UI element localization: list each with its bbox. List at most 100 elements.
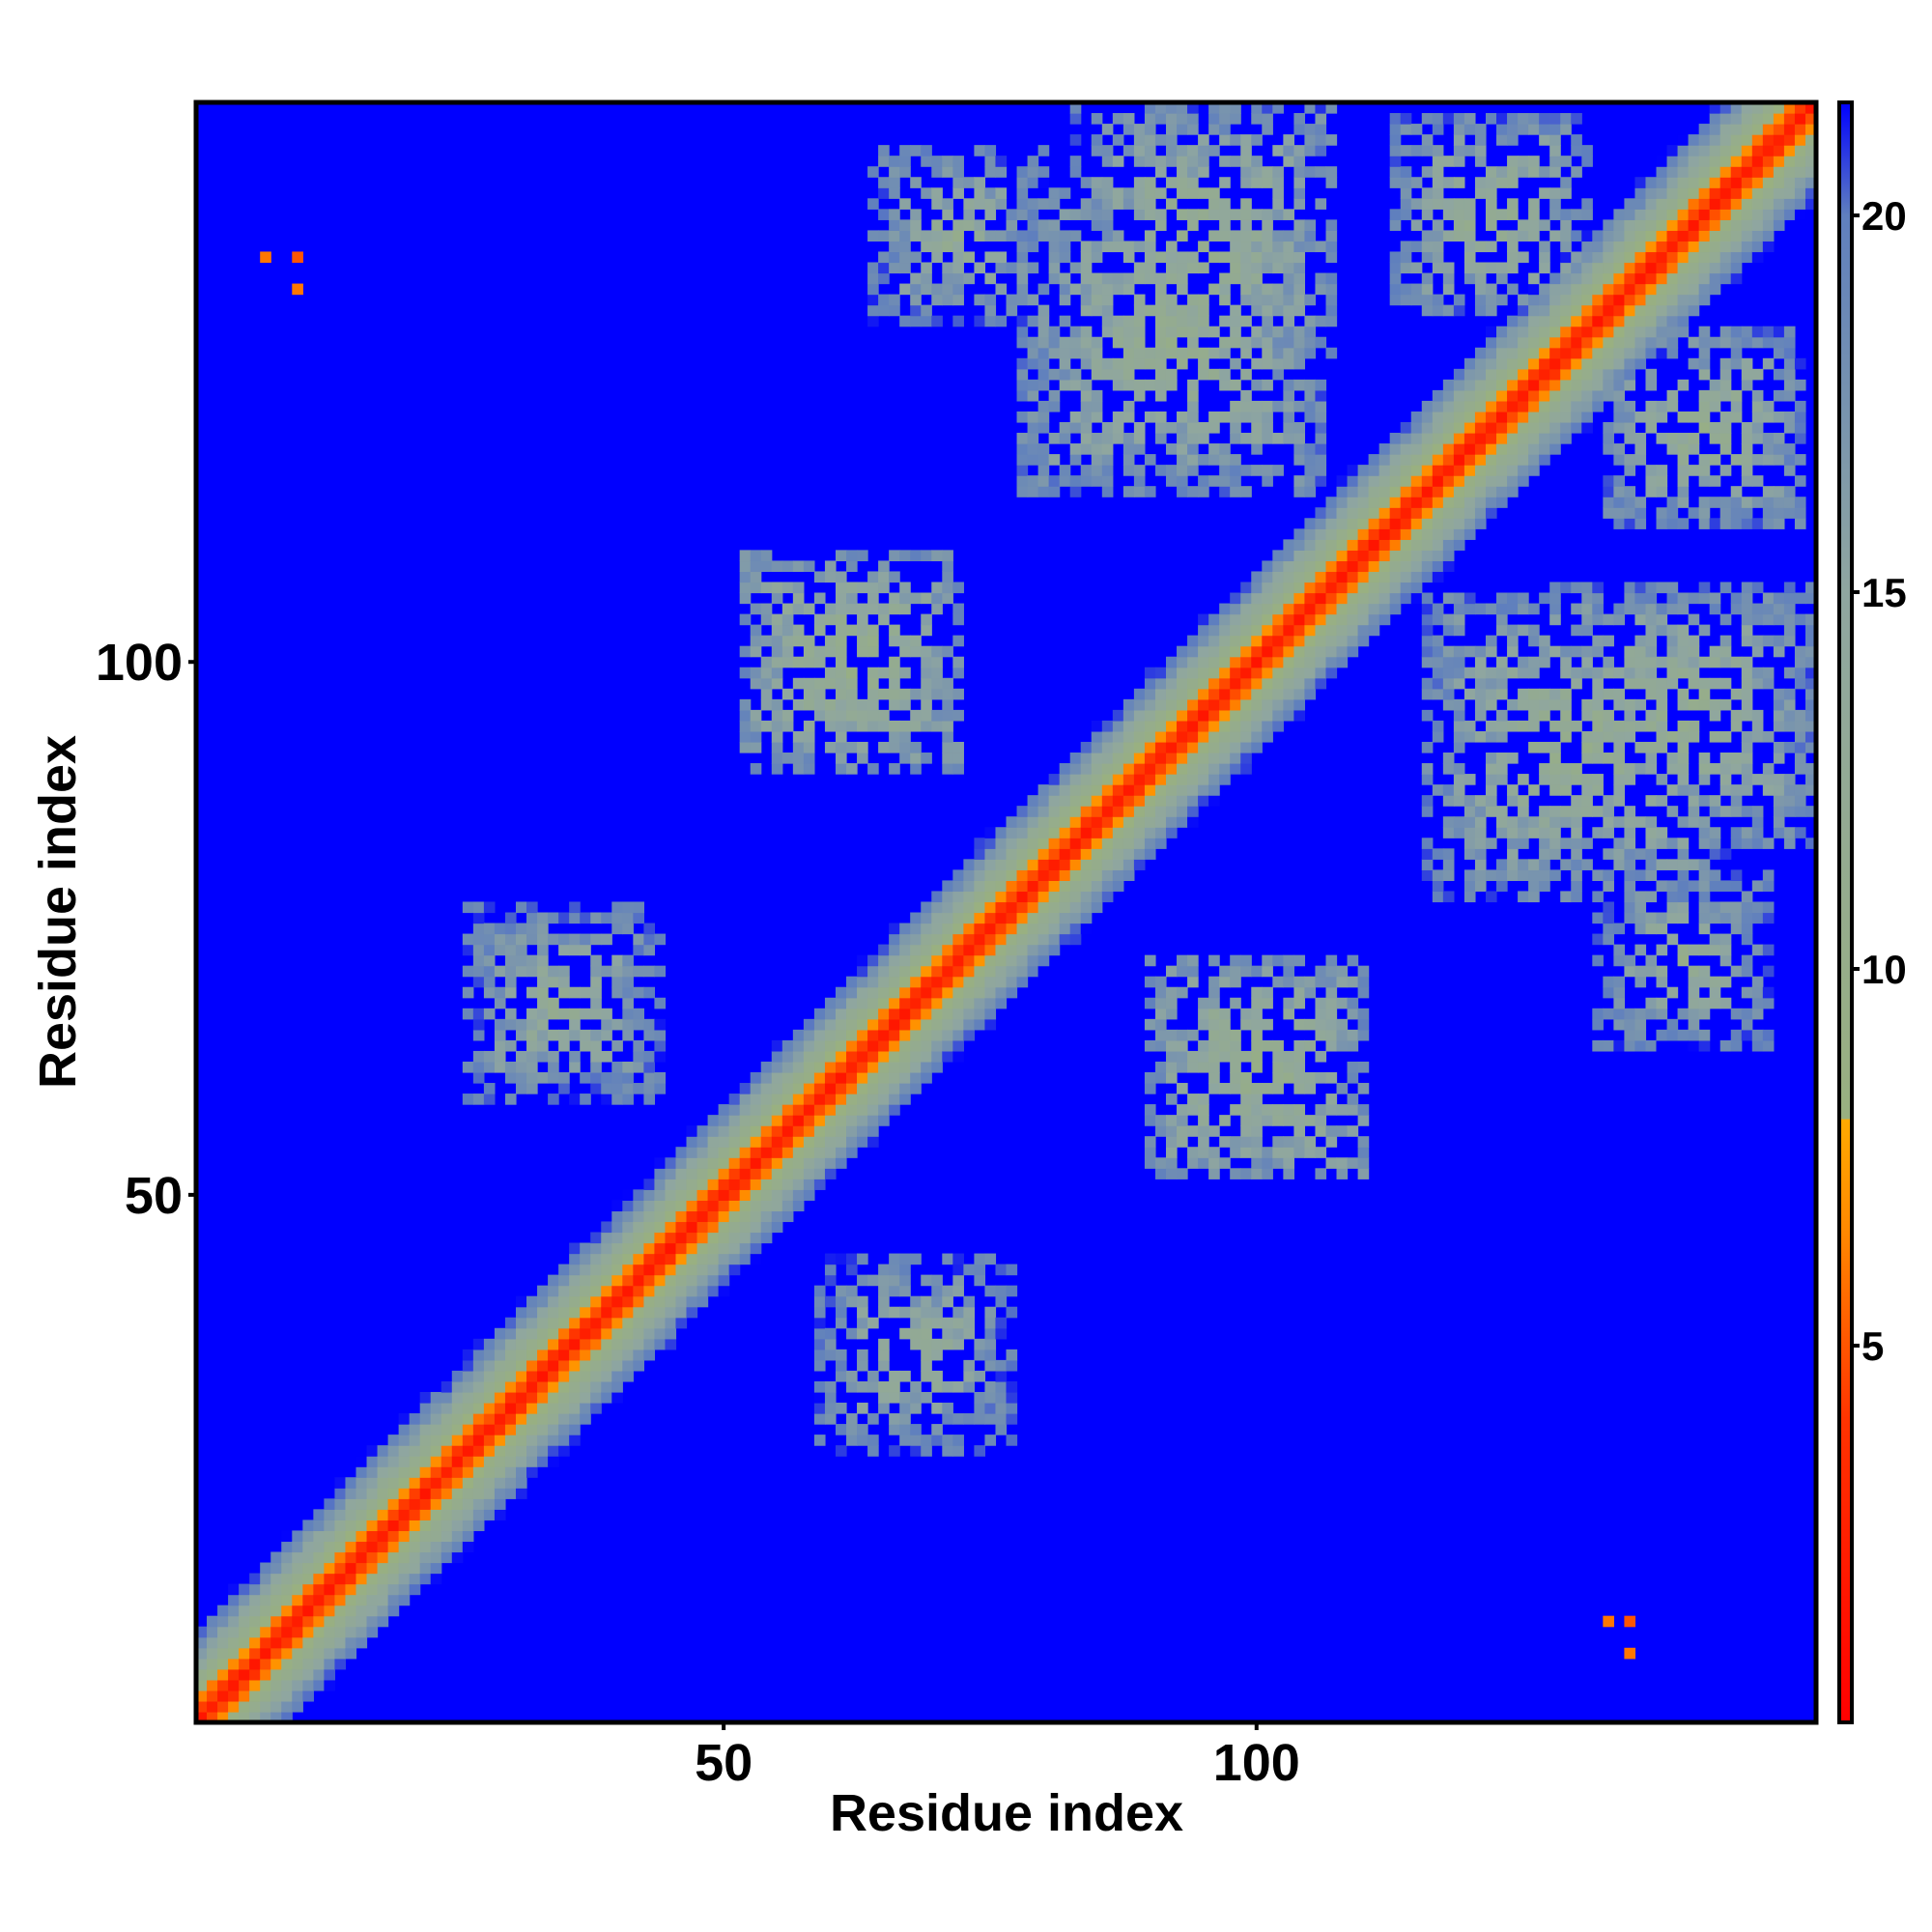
heatmap-cell <box>1177 347 1188 359</box>
heatmap-cell <box>1230 645 1241 658</box>
heatmap-cell <box>313 1583 325 1596</box>
heatmap-cell <box>952 635 964 647</box>
heatmap-cell <box>1592 667 1604 679</box>
heatmap-cell <box>313 1541 325 1553</box>
heatmap-cell <box>1634 411 1647 423</box>
heatmap-cell <box>558 912 570 924</box>
heatmap-cell <box>239 1690 250 1702</box>
heatmap-cell <box>824 645 837 658</box>
heatmap-cell <box>931 677 943 690</box>
heatmap-cell <box>910 1039 922 1052</box>
heatmap-cell <box>1283 1071 1294 1084</box>
heatmap-cell <box>515 923 527 935</box>
heatmap-cell <box>313 1551 325 1564</box>
heatmap-cell <box>1262 304 1273 317</box>
heatmap-cell <box>483 1488 496 1499</box>
heatmap-cell <box>1315 507 1327 519</box>
heatmap-cell <box>1560 326 1572 338</box>
heatmap-cell <box>675 1221 688 1234</box>
heatmap-cell <box>974 262 986 274</box>
heatmap-cell <box>1539 357 1550 370</box>
heatmap-cell <box>633 1338 644 1350</box>
heatmap-cell <box>1006 965 1018 978</box>
heatmap-cell <box>1325 997 1338 1009</box>
heatmap-cell <box>1293 635 1306 647</box>
heatmap-cell <box>345 1488 357 1499</box>
heatmap-cell <box>1634 1029 1647 1041</box>
heatmap-cell <box>952 603 964 615</box>
heatmap-cell <box>1613 795 1626 807</box>
heatmap-cell <box>1603 720 1614 732</box>
heatmap-cell <box>483 933 496 946</box>
heatmap-cell <box>995 827 1008 838</box>
heatmap-cell <box>781 1147 794 1158</box>
heatmap-cell <box>696 1295 709 1308</box>
heatmap-cell <box>430 1573 442 1585</box>
heatmap-cell <box>931 688 943 700</box>
heatmap-cell <box>1357 497 1370 508</box>
heatmap-cell <box>1560 774 1572 785</box>
heatmap-cell <box>515 1370 527 1382</box>
heatmap-cell <box>1400 241 1412 253</box>
heatmap-cell <box>952 613 964 626</box>
heatmap-cell <box>963 912 975 924</box>
heatmap-cell <box>1421 848 1434 860</box>
heatmap-cell <box>995 954 1008 967</box>
heatmap-cell <box>1293 357 1306 370</box>
heatmap-cell <box>771 1179 783 1190</box>
heatmap-cell <box>1453 465 1465 476</box>
heatmap-cell <box>1400 251 1412 264</box>
heatmap-cell <box>1240 1125 1252 1137</box>
heatmap-cell <box>1133 475 1146 487</box>
heatmap-cell <box>249 1583 261 1596</box>
heatmap-cell <box>1496 272 1508 285</box>
heatmap-cell <box>1581 241 1593 253</box>
heatmap-cell <box>984 230 997 242</box>
heatmap-cell <box>1485 326 1497 338</box>
heatmap-cell <box>1262 230 1273 242</box>
heatmap-cell <box>419 1403 432 1414</box>
heatmap-cell <box>569 1018 581 1031</box>
heatmap-cell <box>750 730 762 743</box>
heatmap-cell <box>1549 283 1561 296</box>
heatmap-cell <box>1325 667 1338 679</box>
heatmap-cell <box>302 1594 314 1606</box>
heatmap-cell <box>1165 741 1178 753</box>
heatmap-cell <box>1539 869 1550 881</box>
heatmap-cell <box>803 698 815 711</box>
heatmap-cell <box>1283 1008 1294 1020</box>
heatmap-cell <box>1177 645 1188 658</box>
heatmap-cell <box>1187 379 1199 391</box>
heatmap-cell <box>590 1029 602 1041</box>
heatmap-cell <box>1240 230 1252 242</box>
heatmap-cell <box>1101 219 1114 231</box>
heatmap-cell <box>1528 859 1540 870</box>
heatmap-cell <box>1518 219 1529 231</box>
heatmap-cell <box>675 1157 688 1169</box>
heatmap-cell <box>601 1391 612 1404</box>
heatmap-cell <box>1474 827 1487 838</box>
heatmap-cell <box>440 1391 453 1404</box>
heatmap-cell <box>1666 209 1679 220</box>
heatmap-cell <box>781 603 794 615</box>
heatmap-cell <box>1198 677 1209 690</box>
heatmap-cell <box>1400 454 1412 466</box>
heatmap-cell <box>771 1221 783 1234</box>
heatmap-cell <box>739 592 752 605</box>
heatmap-cell <box>1080 294 1093 306</box>
heatmap-cell <box>963 1295 975 1308</box>
heatmap-cell <box>867 763 879 775</box>
heatmap-cell <box>974 1403 986 1414</box>
heatmap-cell <box>1634 656 1647 668</box>
heatmap-cell <box>494 923 506 935</box>
heatmap-cell <box>1198 1061 1209 1073</box>
heatmap-cell <box>910 219 922 231</box>
heatmap-cell <box>1442 262 1455 274</box>
heatmap-cell <box>846 582 858 594</box>
heatmap-cell <box>1251 177 1263 188</box>
heatmap-cell <box>824 560 837 573</box>
heatmap-cell <box>921 901 932 914</box>
heatmap-cell <box>1496 124 1508 135</box>
heatmap-cell <box>302 1562 314 1575</box>
heatmap-cell <box>792 1071 805 1084</box>
